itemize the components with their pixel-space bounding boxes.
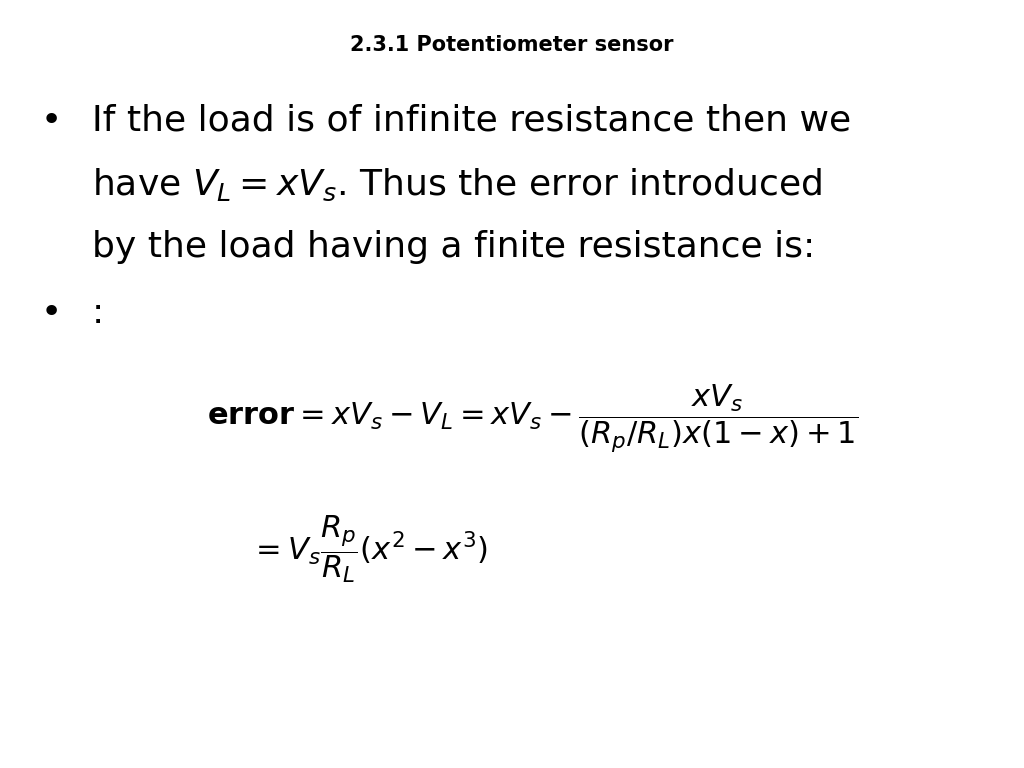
Text: $\mathbf{error} = xV_s - V_L = xV_s - \dfrac{xV_s}{(R_p/R_L)x(1-x)+1}$: $\mathbf{error} = xV_s - V_L = xV_s - \d… <box>207 382 858 455</box>
Text: 2.3.1 Potentiometer sensor: 2.3.1 Potentiometer sensor <box>350 35 674 55</box>
Text: If the load is of infinite resistance then we: If the load is of infinite resistance th… <box>92 104 851 137</box>
Text: :: : <box>92 296 104 329</box>
Text: have $V_L = xV_s$. Thus the error introduced: have $V_L = xV_s$. Thus the error introd… <box>92 167 822 203</box>
Text: •: • <box>41 104 62 137</box>
Text: by the load having a finite resistance is:: by the load having a finite resistance i… <box>92 230 815 264</box>
Text: $= V_s\dfrac{R_p}{R_L}(x^2 - x^3)$: $= V_s\dfrac{R_p}{R_L}(x^2 - x^3)$ <box>250 513 487 585</box>
Text: •: • <box>41 296 62 329</box>
